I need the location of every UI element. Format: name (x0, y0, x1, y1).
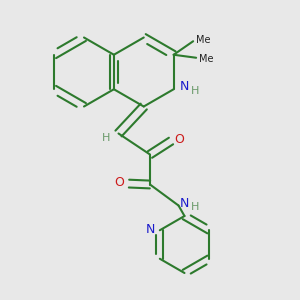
Text: H: H (191, 202, 200, 212)
Text: O: O (115, 176, 124, 189)
Text: N: N (180, 196, 189, 210)
Text: N: N (180, 80, 190, 93)
Text: N: N (146, 223, 155, 236)
Text: Me: Me (196, 35, 210, 45)
Text: Me: Me (199, 54, 213, 64)
Text: H: H (191, 86, 199, 96)
Text: H: H (102, 133, 110, 143)
Text: O: O (175, 133, 184, 146)
